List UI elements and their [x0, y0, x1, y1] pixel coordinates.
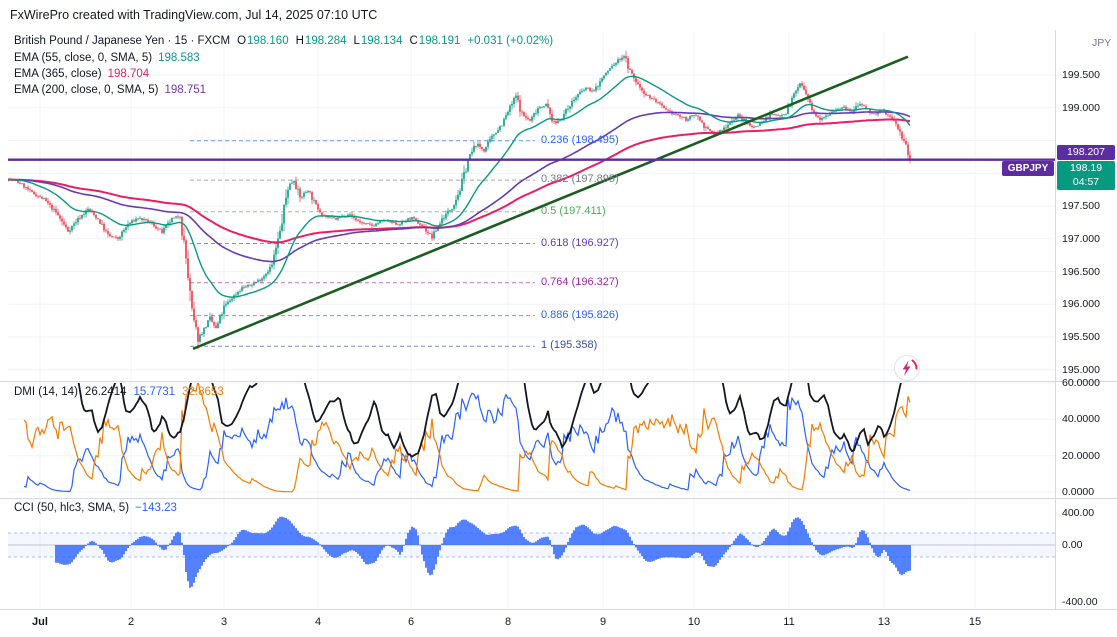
price-axis-label: 197.500 — [1062, 200, 1100, 212]
price-axis-label: 197.000 — [1062, 232, 1100, 245]
cci-value: −143.23 — [135, 502, 177, 514]
ema-legend-label: EMA (200, close, 0, SMA, 5) — [14, 84, 159, 96]
time-axis-label: Jul — [32, 616, 48, 628]
fib-level-label: 0.382 (197.895) — [541, 173, 619, 186]
dmi-axis-label: 40.0000 — [1062, 413, 1100, 426]
header-bar: FxWirePro created with TradingView.com, … — [0, 0, 1117, 30]
ema-legend-row[interactable]: EMA (365, close) 198.704 — [14, 68, 149, 80]
ema-legend-label: EMA (55, close, 0, SMA, 5) — [14, 52, 153, 64]
bar-countdown: 04:57 — [1072, 176, 1100, 188]
ohlc-value: 198.134 — [360, 35, 403, 47]
dmi-label: DMI (14, 14) — [14, 386, 78, 398]
dmi-value: 32.8653 — [182, 386, 224, 398]
price-axis-label: 195.000 — [1062, 363, 1100, 376]
flash-icon[interactable] — [893, 354, 921, 387]
symbol-price-label: GBPJPY — [1002, 160, 1054, 176]
ema-legend-value: 198.751 — [164, 84, 207, 96]
dmi-axis-label: 20.0000 — [1062, 449, 1100, 462]
ohlc-values: O198.160 H198.284 L198.134 C198.191 — [230, 35, 460, 47]
price-axis-label: 196.000 — [1062, 298, 1100, 311]
fib-level-label: 0.236 (198.495) — [541, 133, 619, 146]
time-axis-label: 13 — [877, 616, 891, 628]
ohlc-value: 198.160 — [247, 35, 289, 47]
ema-legend-value: 198.583 — [158, 52, 200, 64]
ema-legend-row[interactable]: EMA (200, close, 0, SMA, 5) 198.751 — [14, 84, 206, 96]
time-scale[interactable] — [0, 610, 1055, 637]
dmi-axis-label: 60.0000 — [1062, 376, 1100, 389]
price-change: +0.031 (+0.02%) — [467, 35, 554, 47]
fib-level-label: 0.764 (196.327) — [541, 275, 619, 288]
ohlc-label: H — [295, 35, 304, 47]
fib-level-label: 0.5 (197.411) — [541, 204, 606, 217]
price-axis-label: 199.000 — [1062, 101, 1100, 114]
dmi-values: 26.2414 15.7731 32.8653 — [78, 386, 224, 398]
time-axis-label: 10 — [687, 616, 701, 628]
dmi-plot — [23, 383, 911, 493]
dmi-value: 26.2414 — [84, 386, 127, 398]
time-axis-label: 9 — [599, 616, 607, 628]
cci-axis-label: 400.00 — [1062, 507, 1095, 519]
ohlc-label: O — [237, 35, 247, 47]
current-price: 198.19 — [1069, 162, 1103, 174]
ohlc-label: C — [409, 35, 418, 47]
ema55-line[interactable] — [8, 75, 911, 298]
time-axis-label: 11 — [783, 616, 795, 628]
time-axis-label: 4 — [314, 616, 322, 628]
cci-plot — [8, 516, 1055, 588]
ema365-line[interactable] — [8, 118, 911, 244]
cci-legend[interactable]: CCI (50, hlc3, SMA, 5) −143.23 — [14, 502, 177, 514]
ohlc-label: L — [353, 35, 360, 47]
price-axis-label: 196.500 — [1062, 265, 1100, 278]
time-axis-label: 15 — [968, 616, 982, 628]
time-axis-label: 8 — [504, 616, 512, 628]
header-text: FxWirePro created with TradingView.com, … — [10, 8, 378, 22]
time-axis-label: 3 — [220, 616, 228, 628]
dmi-legend[interactable]: DMI (14, 14) 26.2414 15.7731 32.8653 — [14, 386, 224, 398]
candlestick-series — [8, 50, 911, 350]
dmi-axis-label: 0.0000 — [1062, 486, 1095, 498]
fib-level-label: 0.886 (195.826) — [541, 308, 619, 321]
fib-level-label: 0.618 (196.927) — [541, 236, 619, 249]
ema-legend-value: 198.704 — [107, 68, 150, 80]
ema-legend-label: EMA (365, close) — [14, 68, 102, 80]
price-axis-label: 195.500 — [1062, 331, 1100, 343]
ema-legend-row[interactable]: EMA (55, close, 0, SMA, 5) 198.583 — [14, 52, 200, 64]
price-scale[interactable] — [1055, 30, 1117, 610]
price-axis-label: 199.500 — [1062, 69, 1100, 81]
time-axis-label: 2 — [127, 616, 135, 628]
price-line-badge: 198.207 — [1057, 144, 1115, 160]
current-price-badge: 198.19 04:57 — [1057, 160, 1115, 190]
gridlines — [8, 32, 1055, 608]
cci-axis-label: -400.00 — [1062, 596, 1098, 608]
trend-line[interactable] — [192, 55, 909, 351]
symbol-title: British Pound / Japanese Yen · 15 · FXCM — [14, 35, 231, 47]
fib-level-label: 1 (195.358) — [541, 339, 598, 352]
time-axis-label: 6 — [407, 616, 415, 628]
cci-label: CCI (50, hlc3, SMA, 5) — [14, 502, 130, 514]
cci-axis-label: 0.00 — [1062, 539, 1083, 551]
dmi-value: 15.7731 — [133, 386, 176, 398]
symbol-legend[interactable]: British Pound / Japanese Yen · 15 · FXCM… — [14, 35, 553, 47]
ohlc-value: 198.284 — [304, 35, 347, 47]
axis-currency-label: JPY — [1092, 37, 1112, 49]
ohlc-value: 198.191 — [418, 35, 461, 47]
fib-retracement[interactable] — [190, 140, 535, 347]
